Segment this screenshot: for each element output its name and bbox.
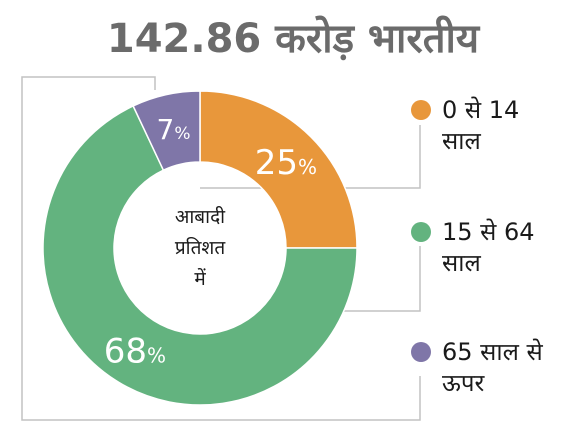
chart-title: 142.86 करोड़ भारतीय xyxy=(107,15,481,62)
center-label-line-2: प्रतिशत xyxy=(175,236,226,259)
legend-label-2-line-2: साल xyxy=(442,249,481,277)
legend-label-1-line-2: साल xyxy=(442,127,481,155)
legend-label-1-line-1: 0 से 14 xyxy=(442,96,519,124)
slice-labels: 25%68%7% xyxy=(104,113,317,371)
legend-label-3-line-1: 65 साल से xyxy=(442,338,544,366)
slice-2 xyxy=(42,104,358,406)
slice-value-label-3: 7% xyxy=(157,113,191,146)
center-label-line-1: आबादी xyxy=(175,205,226,228)
donut-slices xyxy=(42,90,358,406)
legend-marker-1 xyxy=(411,100,431,120)
center-label-line-3: में xyxy=(194,267,206,290)
legend: 0 से 14 साल 15 से 64 साल 65 साल से ऊपर xyxy=(411,96,544,397)
legend-marker-2 xyxy=(411,222,431,242)
connector-line-3 xyxy=(21,76,421,421)
legend-marker-3 xyxy=(411,342,431,362)
slice-3 xyxy=(132,90,201,172)
slice-1 xyxy=(199,90,358,249)
center-label: आबादी प्रतिशत में xyxy=(175,205,226,290)
legend-label-3-line-2: ऊपर xyxy=(442,369,485,397)
connector-line-2 xyxy=(330,246,421,312)
slice-value-label-1: 25% xyxy=(255,143,317,183)
legend-label-2-line-1: 15 से 64 xyxy=(442,218,535,246)
